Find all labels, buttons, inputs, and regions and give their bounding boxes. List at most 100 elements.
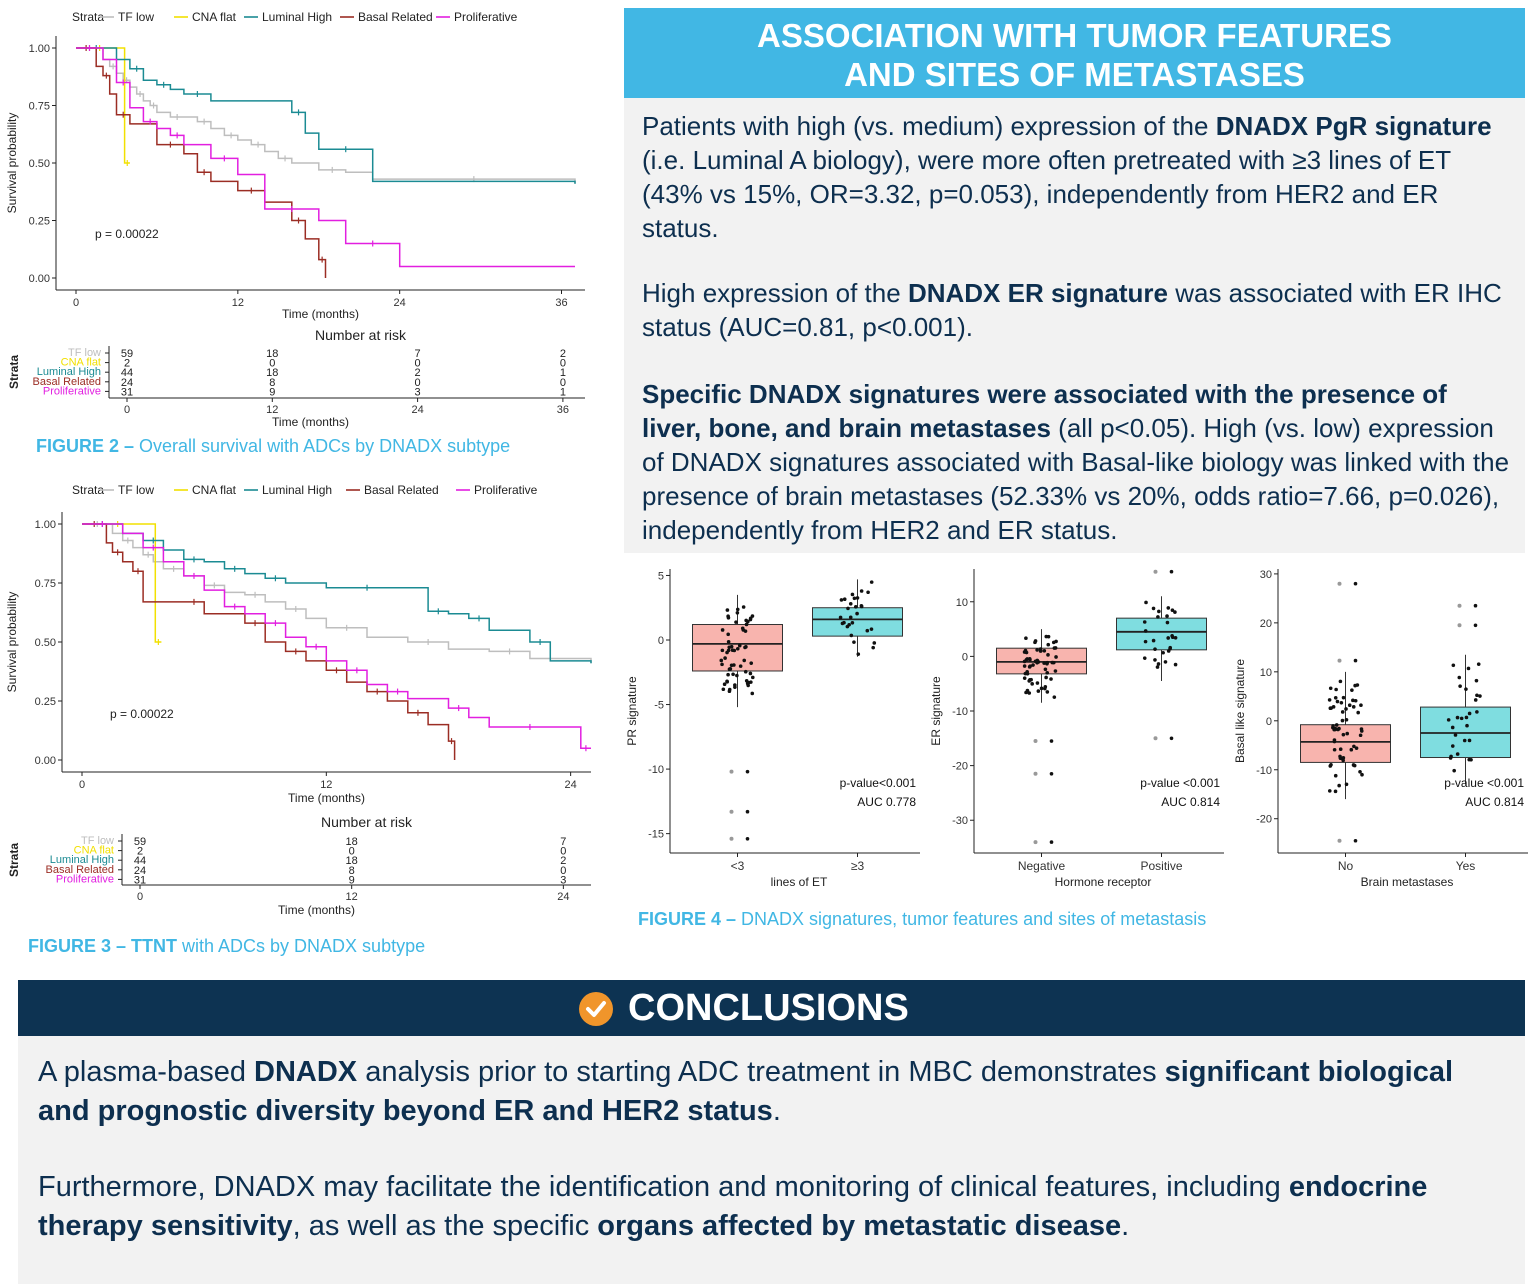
risk-x-tick-label: 36 [557,404,569,416]
km-curve-proliferative [82,523,591,749]
data-point [1450,725,1455,730]
c2-d: organs affected by metastatic disease [597,1210,1122,1242]
association-title-line-1: ASSOCIATION WITH TUMOR FEATURES [757,17,1392,54]
data-point [1170,634,1174,638]
data-point [1049,677,1053,681]
risk-value: 31 [134,874,146,886]
data-point [721,687,726,692]
data-point [1466,666,1471,671]
data-point [1349,747,1354,752]
y-tick-label: 0.00 [29,273,50,285]
data-point [1337,783,1341,788]
data-point [1474,678,1479,683]
data-point [865,628,870,633]
y-tick-label: -15 [648,829,664,841]
conclusions-header: CONCLUSIONS [18,980,1525,1036]
outlier-point [745,837,750,841]
data-point [1351,698,1355,703]
x-tick-label: 24 [565,779,577,791]
data-point [848,601,853,606]
p2-text-bold: DNADX ER signature [907,278,1168,308]
x-axis-label: lines of ET [771,875,828,889]
km-curve-tf-low [76,47,576,184]
data-point [1358,769,1362,774]
data-point [1024,636,1028,641]
data-point [1156,615,1160,619]
association-header: ASSOCIATION WITH TUMOR FEATURES AND SITE… [624,8,1525,98]
risk-value: 0 [560,846,566,858]
risk-x-tick-label: 0 [124,404,130,416]
p1-text-bold: DNADX PgR signature [1215,111,1492,141]
risk-value: 2 [560,348,566,360]
risk-value: 9 [269,386,275,398]
risk-strata-label: Strata [7,355,21,389]
data-point [1341,732,1346,737]
stat-annotation: p-value <0.001 [1140,776,1220,790]
y-tick-label: -10 [648,764,664,776]
figure-4-caption-bold: FIGURE 4 – [638,909,737,929]
y-axis-label: ER signature [929,676,943,746]
risk-row-label: Luminal High [50,854,114,866]
data-point [1031,663,1035,667]
risk-value: 0 [349,846,355,858]
data-point [1455,715,1460,720]
risk-value: 24 [121,377,133,389]
data-point [859,604,864,609]
data-point [852,596,857,601]
data-point [1022,659,1027,664]
data-point [840,621,845,626]
x-tick-label: Negative [1018,859,1066,873]
data-point [1052,646,1057,650]
risk-value: 7 [560,836,566,848]
legend-label-4: Proliferative [454,10,518,24]
y-tick-label: 0.75 [29,101,50,113]
data-point [1033,640,1037,645]
outlier-point [1353,658,1358,663]
data-point [1046,634,1051,639]
y-tick-label: -5 [654,700,664,712]
data-point [1453,733,1458,737]
p3-text-bold: Specific DNADX signatures were associate… [642,379,1447,443]
data-point [869,580,874,584]
risk-value: 3 [560,874,566,886]
data-point [859,589,864,593]
risk-value: 0 [560,865,566,877]
legend-label-3: Basal Related [358,10,433,24]
data-point [1360,772,1364,777]
outlier-point [1153,569,1158,574]
data-point [733,683,737,687]
data-point [1043,667,1048,672]
y-tick-label: 10 [1260,667,1272,679]
risk-row-label: Basal Related [46,864,115,876]
data-point [1333,727,1337,732]
data-point [1042,648,1047,653]
figure-3-caption-text: with ADCs by DNADX subtype [177,936,426,956]
data-point [1173,635,1178,640]
risk-row-label: Basal Related [33,376,102,388]
data-point [1156,662,1161,666]
data-point [1334,723,1339,727]
data-point [1173,662,1178,667]
y-tick-label: 0.00 [35,755,56,767]
data-point [737,643,742,648]
risk-value: 7 [415,348,421,360]
data-point [1464,715,1469,720]
x-tick-label: 12 [320,779,332,791]
data-point [1464,687,1468,691]
outlier-point [745,809,750,814]
c1-b: DNADX [254,1056,358,1088]
outlier-point [1473,623,1478,628]
data-point [1038,647,1043,651]
outlier-point [1457,603,1462,608]
data-point [1333,696,1338,700]
figure-2-caption-text: Overall survival with ADCs by DNADX subt… [134,436,511,456]
data-point [725,608,730,612]
outlier-point [1049,772,1054,776]
outlier-point [1337,838,1342,843]
data-point [1027,656,1032,661]
data-point [1161,650,1165,655]
risk-value: 0 [269,358,275,370]
data-point [1340,710,1345,714]
data-point [1359,727,1364,731]
data-point [1165,614,1169,618]
